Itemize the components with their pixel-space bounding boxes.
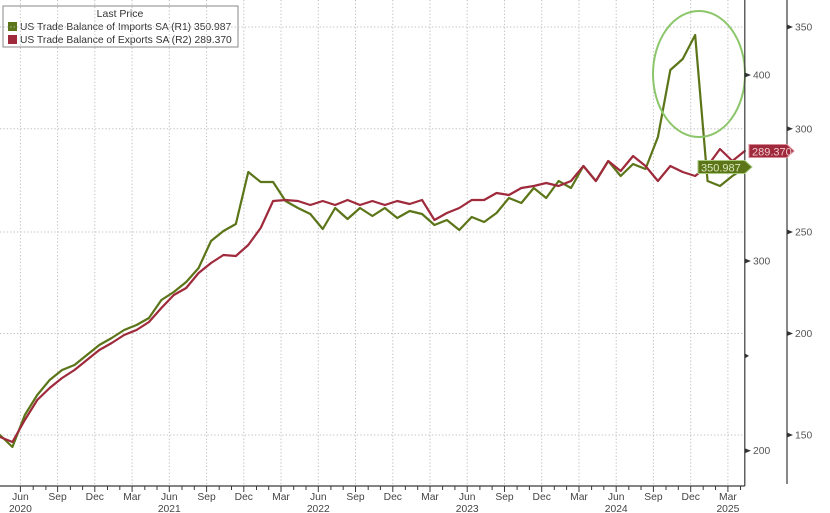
svg-text:300: 300 — [795, 124, 812, 135]
svg-text:Mar: Mar — [421, 492, 439, 503]
svg-text:Jun: Jun — [161, 492, 178, 503]
svg-text:Mar: Mar — [123, 492, 141, 503]
svg-text:Sep: Sep — [48, 492, 67, 503]
svg-text:Mar: Mar — [272, 492, 290, 503]
svg-text:Dec: Dec — [86, 492, 104, 503]
svg-text:Sep: Sep — [644, 492, 663, 503]
svg-text:250: 250 — [795, 228, 812, 239]
svg-text:Jun: Jun — [459, 492, 476, 503]
svg-text:Sep: Sep — [495, 492, 514, 503]
svg-text:2023: 2023 — [456, 504, 479, 513]
svg-text:350: 350 — [795, 23, 812, 34]
svg-text:200: 200 — [753, 446, 770, 457]
svg-text:US Trade Balance of Exports SA: US Trade Balance of Exports SA (R2) 289.… — [20, 35, 232, 46]
svg-text:Last Price: Last Price — [97, 8, 144, 20]
svg-text:Jun: Jun — [608, 492, 625, 503]
svg-text:150: 150 — [795, 431, 812, 442]
svg-text:2021: 2021 — [158, 504, 181, 513]
svg-text:Dec: Dec — [235, 492, 253, 503]
svg-text:Mar: Mar — [719, 492, 737, 503]
svg-text:200: 200 — [795, 329, 812, 340]
svg-text:Mar: Mar — [570, 492, 588, 503]
svg-text:400: 400 — [753, 71, 770, 82]
svg-text:Dec: Dec — [384, 492, 402, 503]
svg-text:2024: 2024 — [605, 504, 628, 513]
svg-text:289.370: 289.370 — [752, 146, 792, 158]
svg-text:Jun: Jun — [12, 492, 29, 503]
svg-text:Dec: Dec — [533, 492, 551, 503]
svg-text:Sep: Sep — [197, 492, 216, 503]
svg-text:Dec: Dec — [682, 492, 700, 503]
svg-text:2020: 2020 — [9, 504, 32, 513]
svg-text:2025: 2025 — [716, 504, 739, 513]
svg-text:Sep: Sep — [346, 492, 365, 503]
svg-text:350.987: 350.987 — [701, 162, 741, 174]
svg-text:Jun: Jun — [310, 492, 327, 503]
svg-text:300: 300 — [753, 257, 770, 268]
svg-text:2022: 2022 — [307, 504, 330, 513]
